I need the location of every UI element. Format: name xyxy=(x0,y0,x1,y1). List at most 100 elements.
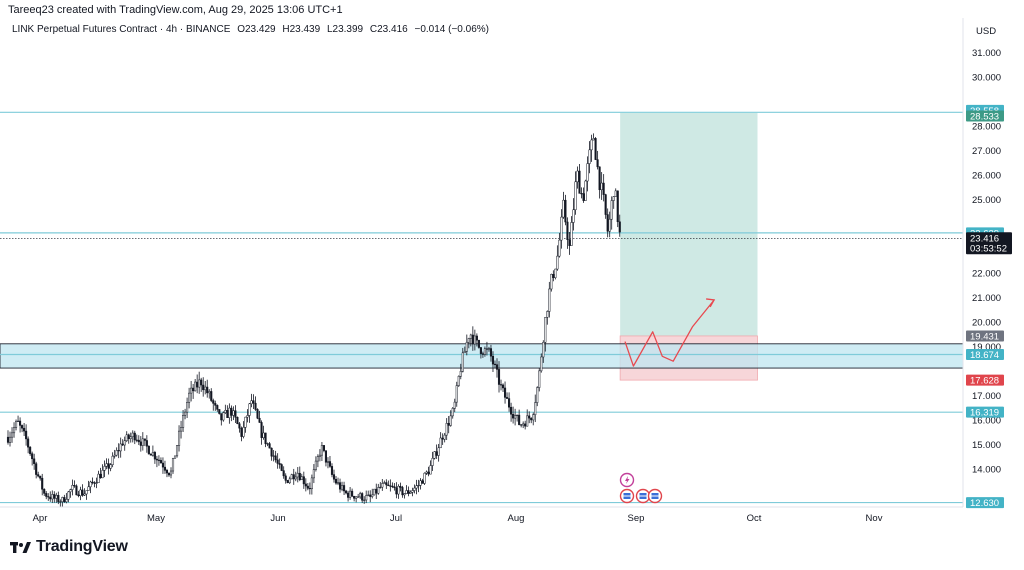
candle-body xyxy=(226,410,229,418)
candle-body xyxy=(71,485,74,490)
candle-body xyxy=(169,470,173,476)
candle-body xyxy=(258,417,261,423)
candle-body xyxy=(520,424,523,426)
candle-body xyxy=(200,379,203,386)
candle-body xyxy=(97,473,100,483)
candle-body xyxy=(149,453,152,456)
candle-body xyxy=(467,338,470,343)
candle-body xyxy=(25,430,28,440)
candle-body xyxy=(586,163,589,182)
flag-icon[interactable] xyxy=(619,488,635,504)
lightning-icon[interactable] xyxy=(619,472,635,488)
candle-body xyxy=(618,221,621,233)
symbol-name[interactable]: LINK Perpetual Futures Contract · 4h · B… xyxy=(12,24,231,35)
candle-body xyxy=(403,493,406,496)
candle-body xyxy=(119,443,122,452)
candle-body xyxy=(552,274,555,278)
candle-body xyxy=(560,216,563,241)
candle-body xyxy=(37,474,40,477)
candle-body xyxy=(514,415,517,419)
candle-body xyxy=(55,495,58,499)
price-tick: 14.000 xyxy=(972,465,1001,476)
time-tick: Jun xyxy=(270,513,285,524)
candle-body xyxy=(417,485,420,487)
candle-body xyxy=(31,453,34,460)
candle-body xyxy=(369,494,372,497)
time-axis[interactable]: Apr May Jun Jul Aug Sep Oct Nov xyxy=(0,506,963,524)
candle-body xyxy=(186,402,189,413)
candle-body xyxy=(290,474,293,480)
candle-body xyxy=(437,447,440,456)
candle-body xyxy=(449,415,452,426)
candle-body xyxy=(137,439,140,443)
price-tick: 22.000 xyxy=(972,269,1001,280)
candle-body xyxy=(435,451,438,456)
candle-body xyxy=(39,475,42,479)
chart-attribution: Tareeq23 created with TradingView.com, A… xyxy=(8,4,343,16)
candle-body xyxy=(256,409,259,419)
candle-body xyxy=(459,371,462,377)
candle-body xyxy=(489,348,493,357)
candle-body xyxy=(439,437,442,449)
candle-body xyxy=(45,493,48,497)
price-label: 16.319 xyxy=(970,408,999,419)
candle-body xyxy=(377,487,380,494)
candle-body xyxy=(14,421,18,428)
candle-body xyxy=(475,335,478,341)
flag-icon[interactable] xyxy=(635,488,651,504)
candle-body xyxy=(367,494,370,496)
candle-body xyxy=(534,402,537,415)
candle-body xyxy=(353,495,356,499)
candle-body xyxy=(8,436,12,443)
candle-body xyxy=(300,476,303,481)
candle-body xyxy=(341,485,344,490)
candle-body xyxy=(49,496,52,500)
candle-body xyxy=(461,352,464,372)
candle-body xyxy=(304,483,307,487)
candle-body xyxy=(276,459,279,464)
candle-body xyxy=(133,432,136,441)
candle-body xyxy=(141,438,144,446)
candle-body xyxy=(131,432,134,438)
price-axis[interactable]: USD 31.000 30.000 28.000 27.000 26.000 25.000… xyxy=(962,18,1001,507)
candle-body xyxy=(282,470,285,477)
candle-body xyxy=(487,348,491,350)
candle-body xyxy=(598,166,601,191)
candle-body xyxy=(266,443,269,445)
candle-body xyxy=(212,400,215,404)
candle-body xyxy=(612,196,615,201)
candle-body xyxy=(600,182,603,191)
price-label-bg xyxy=(966,330,1004,342)
candle-body xyxy=(594,138,597,160)
candle-body xyxy=(73,485,76,487)
event-markers[interactable] xyxy=(619,472,663,504)
candle-body xyxy=(184,411,187,416)
candle-body xyxy=(107,463,110,469)
candle-body xyxy=(592,138,595,141)
candle-body xyxy=(280,464,283,471)
candle-body xyxy=(286,480,289,483)
candle-body xyxy=(375,488,378,494)
candle-body xyxy=(566,221,569,240)
candle-body xyxy=(455,385,458,403)
candle-body xyxy=(264,432,267,444)
candle-body xyxy=(550,274,553,290)
candle-body xyxy=(558,239,561,257)
flag-icon[interactable] xyxy=(647,488,663,504)
candle-body xyxy=(308,488,311,490)
candle-body xyxy=(445,423,448,436)
candle-body xyxy=(182,414,185,428)
candle-body xyxy=(522,423,525,426)
candle-body xyxy=(292,474,295,480)
candle-body xyxy=(127,434,130,440)
candle-body xyxy=(381,483,384,488)
price-tick: 31.000 xyxy=(972,48,1001,59)
candle-body xyxy=(312,469,315,479)
candle-body xyxy=(407,490,410,494)
price-label-bg xyxy=(966,497,1004,509)
candle-body xyxy=(93,482,96,484)
candle-body xyxy=(363,499,366,501)
candle-body xyxy=(173,455,177,459)
candle-body xyxy=(232,410,235,416)
